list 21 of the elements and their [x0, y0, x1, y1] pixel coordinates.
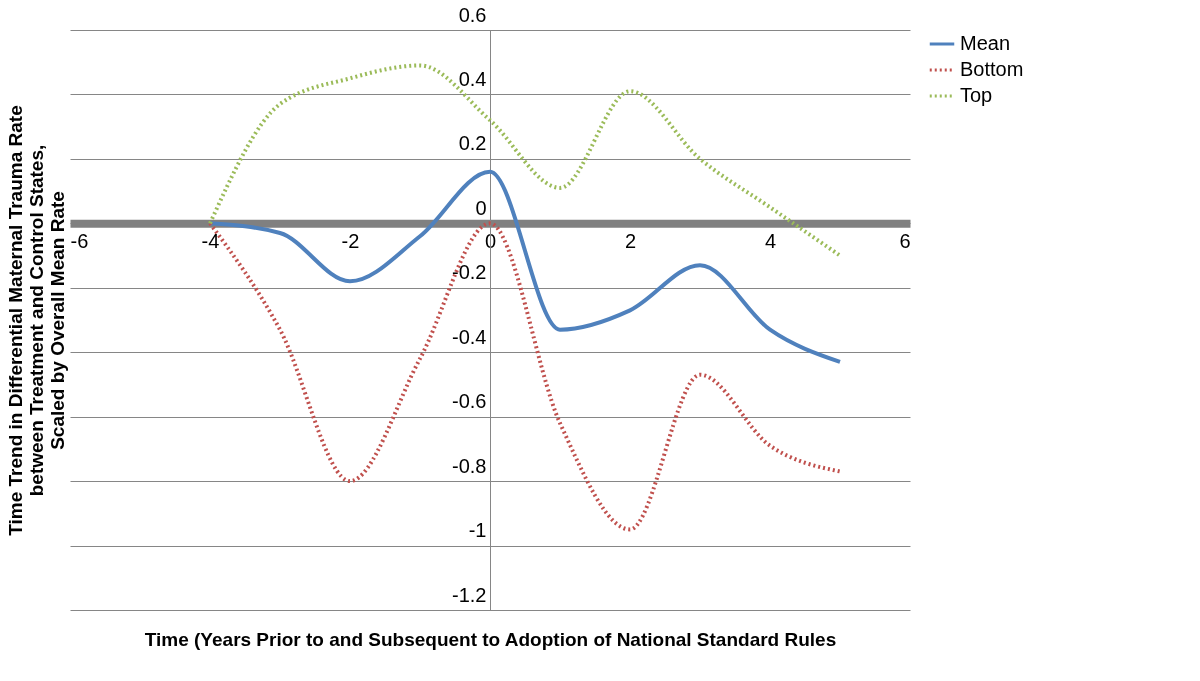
legend-label: Top	[960, 84, 993, 106]
y-axis-title: Time Trend in Differential Maternal Trauma Rate between Treatment and Control States, Scaled by Overall Mean Rate	[4, 105, 68, 536]
x-tick-label: 2	[624, 229, 637, 252]
x-tick-label: -2	[341, 229, 360, 252]
x-tick-label: 4	[764, 229, 777, 252]
y-tick-label: 0.2	[458, 132, 487, 155]
y-tick-label: -1	[468, 519, 487, 542]
y-tick-label: -0.8	[452, 454, 487, 477]
y-tick-label: -1.2	[452, 583, 487, 606]
legend-label: Mean	[960, 32, 1011, 54]
x-tick-label: -6	[70, 229, 89, 252]
y-tick-label: 0	[475, 196, 487, 219]
y-tick-label: -0.4	[452, 325, 487, 348]
x-tick-label: -4	[201, 229, 220, 252]
legend-label: Bottom	[960, 58, 1024, 80]
y-tick-label: -0.2	[452, 261, 487, 284]
y-tick-label: 0.6	[458, 3, 487, 26]
y-tick-label: 0.4	[458, 67, 487, 90]
x-axis-title: Time (Years Prior to and Subsequent to Adoption of National Standard Rules	[144, 628, 837, 650]
y-tick-label: -0.6	[452, 390, 487, 413]
x-tick-label: 6	[899, 229, 911, 252]
